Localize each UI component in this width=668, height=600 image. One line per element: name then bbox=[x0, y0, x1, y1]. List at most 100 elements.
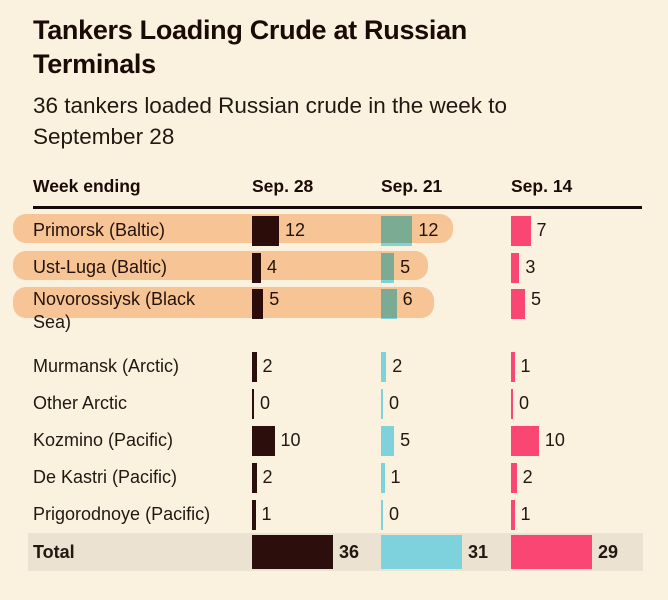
bar-value: 0 bbox=[389, 504, 400, 524]
bar-sep-28 bbox=[252, 535, 333, 569]
total-label: Total bbox=[33, 541, 75, 562]
bar-cell: 5 bbox=[511, 286, 643, 348]
bar-value: 5 bbox=[530, 289, 541, 309]
bar-value: 7 bbox=[536, 220, 547, 240]
bar-cell: 6 bbox=[381, 286, 511, 348]
bar-sep-14 bbox=[511, 388, 513, 419]
bar-value: 1 bbox=[520, 504, 531, 524]
bar-cell: 7 bbox=[511, 212, 643, 249]
bar-sep-14 bbox=[511, 535, 592, 569]
row-label: Prigorodnoye (Pacific) bbox=[33, 504, 211, 524]
bar-cell: 31 bbox=[381, 533, 511, 571]
bar-sep-28 bbox=[252, 252, 261, 283]
table-row: Murmansk (Arctic) 2 2 1 bbox=[33, 348, 643, 385]
table-row: Primorsk (Baltic) 12 12 7 bbox=[13, 212, 643, 249]
bar-sep-14 bbox=[511, 289, 525, 319]
bar-sep-28 bbox=[252, 289, 264, 319]
column-header-sep-14: Sep. 14 bbox=[511, 176, 573, 196]
bar-value: 0 bbox=[519, 393, 530, 413]
bar-sep-21 bbox=[381, 289, 397, 319]
bar-value: 1 bbox=[390, 467, 401, 487]
page-title: Tankers Loading Crude at Russian Termina… bbox=[33, 15, 467, 79]
table-row: De Kastri (Pacific) 2 1 2 bbox=[33, 459, 643, 496]
bar-sep-28 bbox=[252, 425, 275, 456]
bar-sep-21 bbox=[381, 499, 383, 530]
bar-cell: 1 bbox=[511, 496, 643, 533]
bar-value: 10 bbox=[280, 430, 301, 450]
chart-subtitle: 36 tankers loaded Russian crude in the w… bbox=[33, 93, 508, 149]
table-row: Novorossiysk (Black Sea) 5 6 5 bbox=[13, 286, 643, 348]
bar-value: 2 bbox=[522, 467, 533, 487]
bar-value: 5 bbox=[269, 289, 280, 309]
row-label: Primorsk (Baltic) bbox=[33, 220, 166, 240]
bar-sep-21 bbox=[381, 252, 395, 283]
row-label: Novorossiysk (Black Sea) bbox=[33, 289, 196, 332]
bar-cell: 0 bbox=[252, 385, 381, 422]
bar-sep-21 bbox=[381, 388, 383, 419]
bar-value: 2 bbox=[262, 356, 273, 376]
bar-sep-28 bbox=[252, 215, 279, 246]
bar-sep-21 bbox=[381, 425, 395, 456]
bar-cell: 5 bbox=[381, 249, 511, 286]
table-row: Ust-Luga (Baltic) 4 5 3 bbox=[13, 249, 643, 286]
column-header-week-ending: Week ending bbox=[33, 176, 141, 196]
bar-sep-14 bbox=[511, 425, 539, 456]
bar-cell: 0 bbox=[381, 496, 511, 533]
column-header-sep-21: Sep. 21 bbox=[381, 176, 443, 196]
row-label: Other Arctic bbox=[33, 393, 128, 413]
total-row: Total 36 31 29 bbox=[28, 533, 643, 571]
table-row: Other Arctic 0 0 0 bbox=[33, 385, 643, 422]
row-label: Kozmino (Pacific) bbox=[33, 430, 174, 450]
row-label: Ust-Luga (Baltic) bbox=[33, 257, 168, 277]
bar-cell: 3 bbox=[511, 249, 643, 286]
bar-cell: 12 bbox=[381, 212, 511, 249]
bar-cell: 10 bbox=[511, 422, 643, 459]
bar-sep-14 bbox=[511, 215, 531, 246]
bar-value: 5 bbox=[400, 430, 411, 450]
bar-cell: 0 bbox=[511, 385, 643, 422]
bar-sep-21 bbox=[381, 351, 387, 382]
bar-value: 12 bbox=[418, 220, 439, 240]
bar-sep-14 bbox=[511, 351, 515, 382]
bar-cell: 1 bbox=[252, 496, 381, 533]
bar-cell: 29 bbox=[511, 533, 643, 571]
bar-value: 5 bbox=[400, 257, 411, 277]
bar-cell: 5 bbox=[252, 286, 381, 348]
bar-value: 10 bbox=[544, 430, 565, 450]
bar-value: 1 bbox=[520, 356, 531, 376]
bar-sep-14 bbox=[511, 499, 515, 530]
bar-value: 2 bbox=[392, 356, 403, 376]
bar-cell: 1 bbox=[381, 459, 511, 496]
bar-value: 6 bbox=[402, 289, 413, 309]
bar-value: 31 bbox=[468, 541, 489, 562]
bar-sep-21 bbox=[381, 462, 385, 493]
bar-sep-28 bbox=[252, 351, 257, 382]
bar-value: 2 bbox=[262, 467, 273, 487]
bar-sep-21 bbox=[381, 535, 462, 569]
header-rule bbox=[33, 206, 642, 209]
bar-sep-14 bbox=[511, 252, 520, 283]
column-header-sep-28: Sep. 28 bbox=[252, 176, 314, 196]
bar-cell: 2 bbox=[381, 348, 511, 385]
bar-value: 3 bbox=[525, 257, 536, 277]
bar-cell: 12 bbox=[252, 212, 381, 249]
bar-sep-28 bbox=[252, 499, 256, 530]
table-body: Primorsk (Baltic) 12 12 7 Ust-Luga (Baltic) 4… bbox=[13, 212, 643, 533]
table-row: Kozmino (Pacific) 10 5 10 bbox=[33, 422, 643, 459]
bar-value: 1 bbox=[261, 504, 272, 524]
row-label: De Kastri (Pacific) bbox=[33, 467, 178, 487]
bar-cell: 2 bbox=[511, 459, 643, 496]
bar-cell: 10 bbox=[252, 422, 381, 459]
bar-cell: 2 bbox=[252, 348, 381, 385]
bar-value: 0 bbox=[389, 393, 400, 413]
table-row: Prigorodnoye (Pacific) 1 0 1 bbox=[33, 496, 643, 533]
bar-sep-21 bbox=[381, 215, 413, 246]
row-label: Murmansk (Arctic) bbox=[33, 356, 180, 376]
bar-cell: 1 bbox=[511, 348, 643, 385]
bar-cell: 36 bbox=[252, 533, 381, 571]
bar-value: 12 bbox=[285, 220, 306, 240]
bar-value: 4 bbox=[267, 257, 278, 277]
table-header-row: Week ending Sep. 28 Sep. 21 Sep. 14 bbox=[33, 176, 643, 206]
bar-sep-28 bbox=[252, 462, 257, 493]
